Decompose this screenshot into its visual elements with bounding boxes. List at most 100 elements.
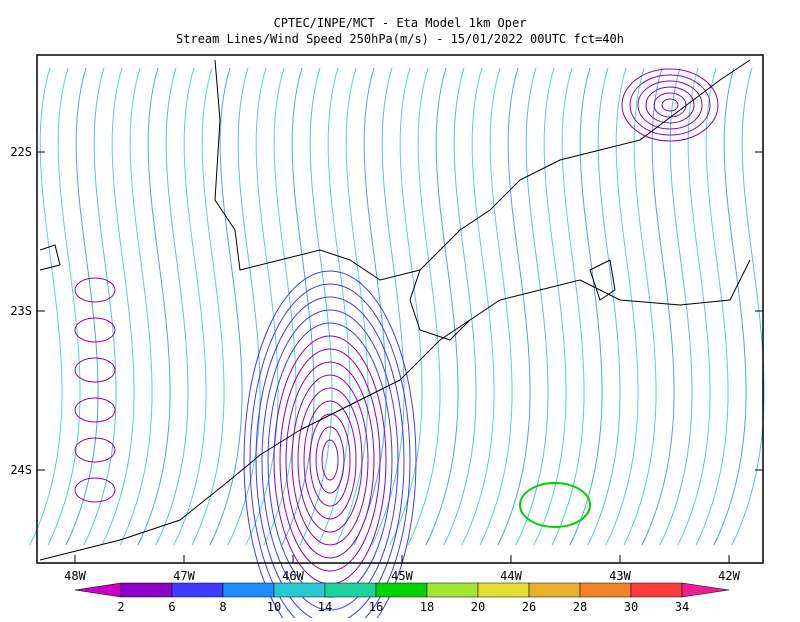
vortex-ring bbox=[653, 92, 687, 118]
streamline bbox=[443, 67, 477, 546]
streamline bbox=[371, 67, 405, 546]
colorbar-segment bbox=[324, 582, 377, 598]
colorbar-label: 10 bbox=[267, 600, 281, 614]
colorbar-segment bbox=[120, 582, 173, 598]
streamline bbox=[245, 67, 279, 546]
streamline bbox=[299, 67, 333, 546]
vortex-ring bbox=[261, 309, 399, 611]
lon-label: 44W bbox=[500, 569, 522, 583]
vortex-ring bbox=[309, 413, 351, 507]
colorbar-label: 8 bbox=[219, 600, 226, 614]
slow-band bbox=[74, 277, 116, 303]
ticks: 22S 23S 24S 48W 47W 46W 45W 44W 43W 42W bbox=[10, 145, 763, 583]
vortex-ring bbox=[255, 296, 405, 622]
colorbar-label: 26 bbox=[522, 600, 536, 614]
slow-band bbox=[74, 397, 116, 423]
streamline bbox=[101, 67, 135, 546]
streamline bbox=[425, 67, 459, 546]
streamline bbox=[461, 67, 495, 546]
lon-label: 46W bbox=[282, 569, 304, 583]
vortex-ring bbox=[249, 283, 411, 622]
coastline bbox=[39, 59, 751, 561]
lon-label: 43W bbox=[609, 569, 631, 583]
streamline bbox=[281, 67, 315, 546]
streamline bbox=[587, 67, 621, 546]
lon-label: 45W bbox=[391, 569, 413, 583]
colorbar-segment bbox=[477, 582, 530, 598]
colorbar-label: 34 bbox=[675, 600, 689, 614]
vortex-ring bbox=[661, 98, 679, 112]
streamline bbox=[317, 67, 351, 546]
lat-label: 23S bbox=[10, 304, 32, 318]
streamline bbox=[677, 67, 711, 546]
streamline bbox=[695, 67, 729, 546]
vortex-ring bbox=[629, 74, 711, 136]
vortex-ring bbox=[637, 80, 703, 130]
colorbar-label: 6 bbox=[168, 600, 175, 614]
vortex-ring bbox=[621, 68, 719, 142]
fast-patch bbox=[519, 482, 591, 528]
colorbar-segment bbox=[528, 582, 581, 598]
streamline bbox=[47, 67, 81, 546]
streamline bbox=[497, 67, 531, 546]
lon-label: 42W bbox=[718, 569, 740, 583]
streamline bbox=[479, 67, 513, 546]
slow-band bbox=[74, 357, 116, 383]
streamline bbox=[29, 67, 63, 546]
streamline bbox=[119, 67, 153, 546]
streamline bbox=[65, 67, 99, 546]
map-frame bbox=[36, 54, 764, 564]
vortex-ring bbox=[645, 86, 695, 124]
streamline bbox=[173, 67, 207, 546]
colorbar-segment bbox=[579, 582, 632, 598]
colorbar-segment bbox=[375, 582, 428, 598]
vortex-ring bbox=[303, 400, 357, 520]
lon-label: 47W bbox=[173, 569, 195, 583]
colorbar-label: 18 bbox=[420, 600, 434, 614]
colorbar-label: 30 bbox=[624, 600, 638, 614]
colorbar: 2 6 8 10 14 16 18 20 26 28 30 34 bbox=[74, 582, 730, 614]
streamline bbox=[533, 67, 567, 546]
streamline bbox=[407, 67, 441, 546]
streamline bbox=[515, 67, 549, 546]
streamline bbox=[389, 67, 423, 546]
streamline bbox=[731, 67, 765, 546]
vortex-ring bbox=[243, 270, 417, 622]
lat-label: 24S bbox=[10, 463, 32, 477]
subtitle: Stream Lines/Wind Speed 250hPa(m/s) - 15… bbox=[176, 32, 624, 46]
colorbar-label: 28 bbox=[573, 600, 587, 614]
colorbar-segment bbox=[630, 582, 683, 598]
streamline bbox=[227, 67, 261, 546]
vortex-ring bbox=[297, 387, 363, 533]
vortex-ring bbox=[267, 322, 393, 598]
streamline bbox=[551, 67, 585, 546]
streamline bbox=[209, 67, 243, 546]
streamlines bbox=[29, 67, 765, 622]
colorbar-segment bbox=[426, 582, 479, 598]
slow-band bbox=[74, 437, 116, 463]
colorbar-label: 20 bbox=[471, 600, 485, 614]
vortex-ring bbox=[315, 426, 345, 494]
colorbar-label: 16 bbox=[369, 600, 383, 614]
vortex-ring bbox=[279, 348, 381, 572]
colorbar-label: 2 bbox=[117, 600, 124, 614]
vortex-ring bbox=[291, 374, 369, 546]
streamline bbox=[713, 67, 747, 546]
lon-label: 48W bbox=[64, 569, 86, 583]
vortex-ring bbox=[285, 361, 375, 559]
streamline bbox=[335, 67, 369, 546]
colorbar-high bbox=[681, 582, 730, 598]
streamline bbox=[569, 67, 603, 546]
colorbar-segment bbox=[171, 582, 224, 598]
streamline bbox=[137, 67, 171, 546]
lat-label: 22S bbox=[10, 145, 32, 159]
slow-band bbox=[74, 477, 116, 503]
streamline bbox=[353, 67, 387, 546]
title: CPTEC/INPE/MCT - Eta Model 1km Oper bbox=[274, 16, 527, 30]
colorbar-low bbox=[74, 582, 122, 598]
colorbar-segment bbox=[273, 582, 326, 598]
streamline bbox=[155, 67, 189, 546]
colorbar-label: 14 bbox=[318, 600, 332, 614]
streamline bbox=[191, 67, 225, 546]
